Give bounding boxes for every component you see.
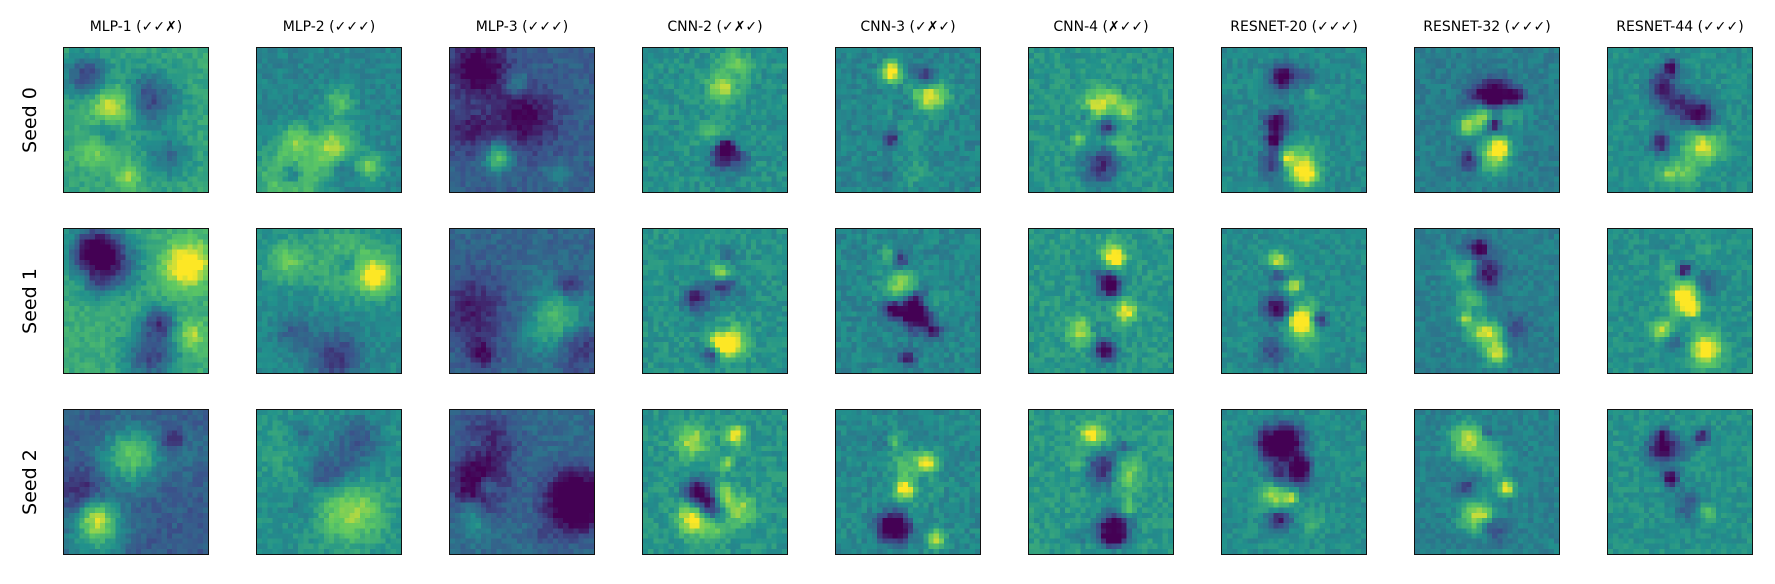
heatmap-image	[1029, 229, 1173, 373]
saliency-map-cnn-4-seed-2	[1028, 409, 1174, 555]
saliency-map-resnet-44-seed-0	[1607, 47, 1753, 193]
heatmap-image	[450, 410, 594, 554]
heatmap-image	[1608, 48, 1752, 192]
heatmap-image	[643, 48, 787, 192]
heatmap-image	[1029, 48, 1173, 192]
heatmap-image	[1029, 410, 1173, 554]
saliency-map-resnet-32-seed-0	[1414, 47, 1560, 193]
saliency-map-resnet-20-seed-1	[1221, 228, 1367, 374]
saliency-map-mlp-2-seed-2	[256, 409, 402, 555]
column-title-mlp-2: MLP-2 (✓✓✓)	[234, 17, 424, 37]
saliency-map-mlp-1-seed-2	[63, 409, 209, 555]
heatmap-image	[64, 48, 208, 192]
heatmap-image	[836, 48, 980, 192]
saliency-map-cnn-4-seed-1	[1028, 228, 1174, 374]
saliency-map-resnet-32-seed-2	[1414, 409, 1560, 555]
heatmap-image	[643, 410, 787, 554]
saliency-map-cnn-4-seed-0	[1028, 47, 1174, 193]
saliency-map-cnn-3-seed-1	[835, 228, 981, 374]
heatmap-image	[257, 410, 401, 554]
column-title-mlp-1: MLP-1 (✓✓✗)	[41, 17, 231, 37]
saliency-map-mlp-1-seed-0	[63, 47, 209, 193]
row-label-seed-0: Seed 0	[13, 47, 47, 193]
saliency-map-mlp-2-seed-0	[256, 47, 402, 193]
saliency-map-mlp-3-seed-0	[449, 47, 595, 193]
heatmap-image	[1415, 410, 1559, 554]
heatmap-image	[64, 229, 208, 373]
column-title-resnet-44: RESNET-44 (✓✓✓)	[1585, 17, 1775, 37]
saliency-map-mlp-1-seed-1	[63, 228, 209, 374]
heatmap-image	[1608, 229, 1752, 373]
saliency-map-cnn-2-seed-1	[642, 228, 788, 374]
heatmap-image	[257, 48, 401, 192]
heatmap-image	[643, 229, 787, 373]
row-label-seed-1: Seed 1	[13, 228, 47, 374]
heatmap-image	[257, 229, 401, 373]
heatmap-image	[1415, 229, 1559, 373]
saliency-map-resnet-20-seed-0	[1221, 47, 1367, 193]
column-title-mlp-3: MLP-3 (✓✓✓)	[427, 17, 617, 37]
saliency-map-cnn-2-seed-0	[642, 47, 788, 193]
row-label-text: Seed 1	[19, 268, 41, 334]
heatmap-image	[1222, 229, 1366, 373]
column-title-cnn-3: CNN-3 (✓✗✓)	[813, 17, 1003, 37]
heatmap-image	[1415, 48, 1559, 192]
saliency-map-cnn-2-seed-2	[642, 409, 788, 555]
heatmap-image	[450, 48, 594, 192]
saliency-map-mlp-3-seed-1	[449, 228, 595, 374]
saliency-map-cnn-3-seed-2	[835, 409, 981, 555]
saliency-map-cnn-3-seed-0	[835, 47, 981, 193]
column-title-resnet-32: RESNET-32 (✓✓✓)	[1392, 17, 1582, 37]
saliency-map-resnet-20-seed-2	[1221, 409, 1367, 555]
column-title-resnet-20: RESNET-20 (✓✓✓)	[1199, 17, 1389, 37]
heatmap-image	[64, 410, 208, 554]
column-title-cnn-4: CNN-4 (✗✓✓)	[1006, 17, 1196, 37]
heatmap-image	[1222, 410, 1366, 554]
row-label-seed-2: Seed 2	[13, 409, 47, 555]
heatmap-image	[1608, 410, 1752, 554]
heatmap-image	[836, 229, 980, 373]
row-label-text: Seed 2	[19, 449, 41, 515]
heatmap-image	[450, 229, 594, 373]
heatmap-image	[836, 410, 980, 554]
saliency-map-mlp-2-seed-1	[256, 228, 402, 374]
column-title-cnn-2: CNN-2 (✓✗✓)	[620, 17, 810, 37]
saliency-map-mlp-3-seed-2	[449, 409, 595, 555]
saliency-map-resnet-32-seed-1	[1414, 228, 1560, 374]
saliency-map-resnet-44-seed-1	[1607, 228, 1753, 374]
row-label-text: Seed 0	[19, 87, 41, 153]
heatmap-image	[1222, 48, 1366, 192]
saliency-map-resnet-44-seed-2	[1607, 409, 1753, 555]
